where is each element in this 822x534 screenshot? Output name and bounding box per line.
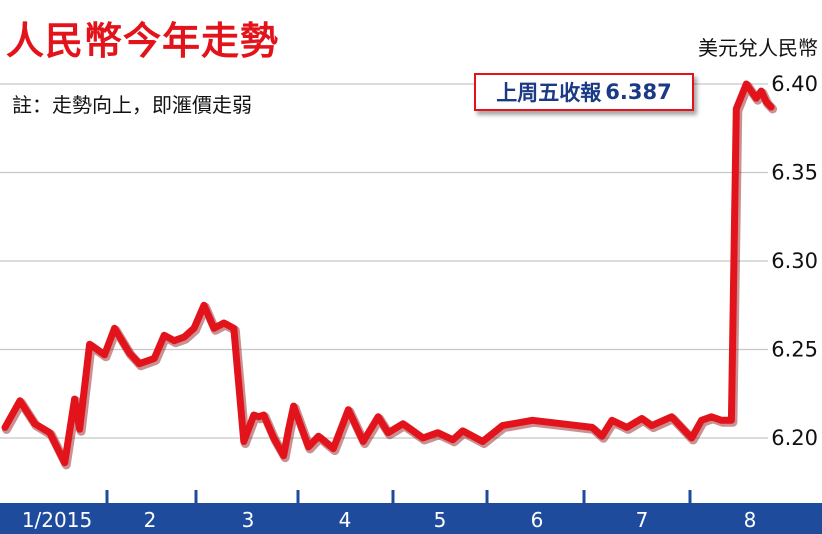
x-tick-6 bbox=[688, 490, 692, 506]
series-line bbox=[1, 80, 775, 467]
x-tick-1 bbox=[194, 490, 198, 506]
x-tick-label: 8 bbox=[744, 508, 757, 532]
chart-title: 人民幣今年走勢 bbox=[6, 18, 280, 63]
unit-label: 美元兌人民幣 bbox=[698, 36, 818, 60]
x-tick-5 bbox=[582, 490, 586, 506]
series-line-shadow bbox=[2, 81, 778, 470]
y-tick-label: 6.20 bbox=[771, 426, 818, 450]
x-tick-label: 2 bbox=[144, 508, 157, 532]
y-tick-label: 6.35 bbox=[771, 161, 818, 185]
x-tick-0 bbox=[105, 490, 109, 506]
x-tick-label: 5 bbox=[434, 508, 447, 532]
x-tick-label: 6 bbox=[531, 508, 544, 532]
y-axis-ticks: 6.20 6.25 6.30 6.35 6.40 bbox=[771, 72, 818, 450]
y-tick-label: 6.25 bbox=[771, 338, 818, 362]
y-tick-label: 6.30 bbox=[771, 249, 818, 273]
x-axis-band bbox=[0, 503, 822, 534]
chart-note: 註：走勢向上，即滙價走弱 bbox=[12, 93, 252, 117]
callout-value: 6.387 bbox=[605, 80, 672, 104]
series-layer bbox=[1, 80, 778, 470]
callout-label: 上周五收報 bbox=[496, 81, 602, 105]
x-tick-3 bbox=[391, 490, 395, 506]
y-tick-label: 6.40 bbox=[771, 72, 818, 96]
x-tick-label: 3 bbox=[242, 508, 255, 532]
x-tick-2 bbox=[296, 490, 300, 506]
x-tick-label: 1/2015 bbox=[22, 508, 92, 532]
close-callout: 上周五收報 6.387 bbox=[474, 73, 694, 111]
gridlines bbox=[0, 83, 768, 439]
x-axis-bar: 1/2015 2 3 4 5 6 7 8 bbox=[0, 490, 822, 534]
x-tick-label: 4 bbox=[339, 508, 352, 532]
x-tick-label: 7 bbox=[636, 508, 649, 532]
x-tick-4 bbox=[485, 490, 489, 506]
